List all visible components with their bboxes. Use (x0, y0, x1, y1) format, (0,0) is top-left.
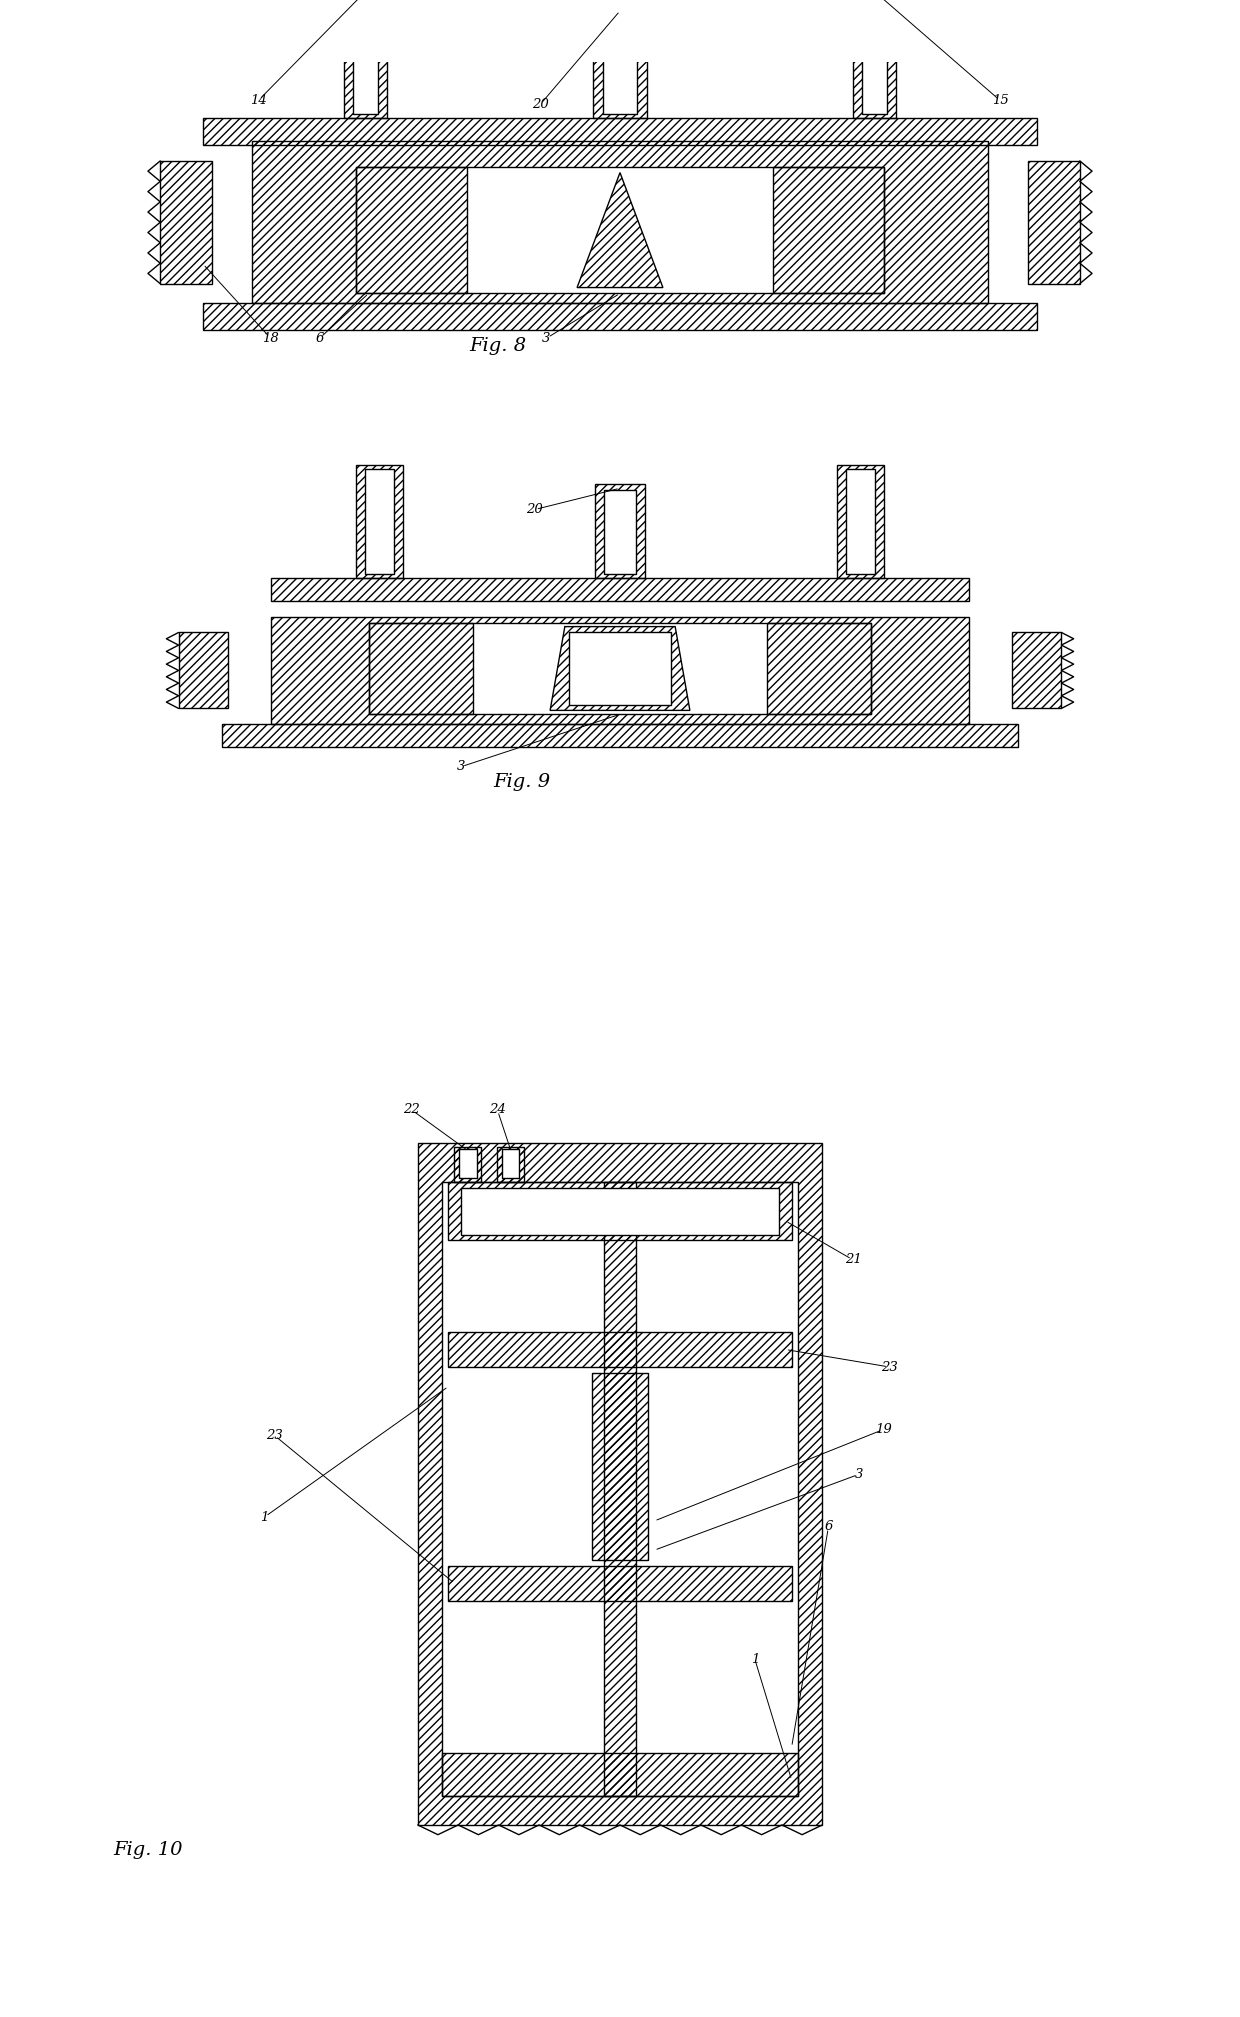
Bar (604, 490, 636, 575)
Text: 6: 6 (315, 331, 324, 345)
Text: 18: 18 (262, 331, 279, 345)
Bar (774, 167, 884, 292)
Bar (270, 579, 970, 601)
Bar (418, 1144, 822, 1825)
Bar (443, 1182, 797, 1795)
Bar (497, 1148, 525, 1182)
Bar (837, 464, 884, 579)
Text: Fig. 10: Fig. 10 (113, 1842, 182, 1860)
Bar (853, 0, 895, 119)
Bar (568, 633, 672, 704)
Bar (1028, 161, 1080, 284)
Text: 20: 20 (526, 502, 543, 516)
Bar (603, 14, 637, 115)
Text: 3: 3 (456, 760, 465, 773)
Bar (846, 468, 875, 575)
Bar (368, 623, 872, 714)
Bar (252, 141, 988, 303)
Bar (203, 303, 1037, 331)
Bar (222, 724, 1018, 748)
Text: 24: 24 (489, 1103, 506, 1115)
Bar (365, 468, 394, 575)
Text: 14: 14 (250, 95, 267, 107)
Polygon shape (577, 173, 663, 288)
Text: 21: 21 (844, 1253, 862, 1267)
Bar (203, 119, 1037, 145)
Bar (1012, 633, 1061, 708)
Bar (768, 623, 872, 714)
Bar (356, 167, 884, 292)
Bar (449, 1331, 791, 1368)
Text: 15: 15 (992, 95, 1008, 107)
Polygon shape (551, 627, 689, 710)
Text: 3: 3 (854, 1468, 863, 1480)
Bar (591, 1374, 649, 1559)
Bar (455, 1148, 481, 1182)
Bar (449, 1565, 791, 1601)
Text: 19: 19 (875, 1422, 892, 1436)
Bar (449, 1182, 791, 1240)
Text: 1: 1 (260, 1511, 269, 1523)
Text: 23: 23 (265, 1428, 283, 1442)
Text: 20: 20 (532, 99, 548, 111)
Bar (345, 0, 387, 119)
Bar (179, 633, 228, 708)
Bar (443, 1753, 797, 1795)
Bar (270, 617, 970, 724)
Bar (368, 623, 472, 714)
Bar (593, 10, 647, 119)
Bar (460, 1188, 780, 1234)
Bar (459, 1150, 476, 1178)
Bar (356, 464, 403, 579)
Bar (604, 1182, 636, 1795)
Text: 1: 1 (750, 1652, 759, 1666)
Bar (862, 0, 888, 115)
Bar (595, 484, 645, 579)
Text: 23: 23 (882, 1361, 898, 1374)
Bar (352, 0, 378, 115)
Text: 22: 22 (403, 1103, 420, 1115)
Text: 3: 3 (542, 331, 551, 345)
Text: Fig. 8: Fig. 8 (469, 337, 526, 355)
Text: Fig. 9: Fig. 9 (494, 773, 551, 791)
Bar (502, 1150, 520, 1178)
Bar (356, 167, 466, 292)
Text: 6: 6 (825, 1521, 832, 1533)
Bar (160, 161, 212, 284)
